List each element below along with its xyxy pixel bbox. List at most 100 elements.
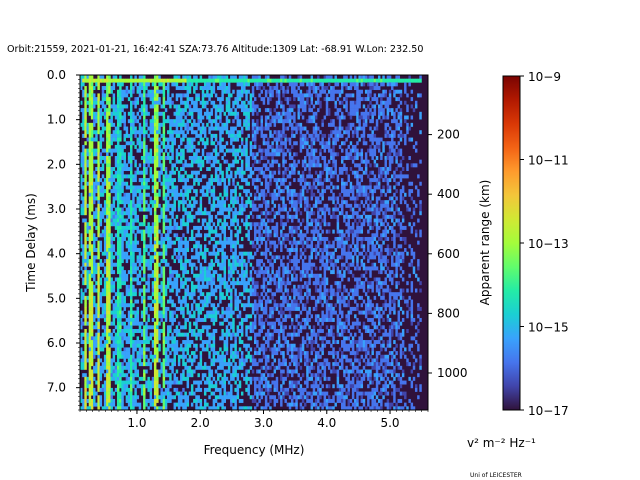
heatmap-cell — [158, 152, 161, 157]
heatmap-cell — [136, 273, 140, 278]
heatmap-cell — [377, 86, 381, 91]
heatmap-cell — [360, 152, 364, 157]
heatmap-cell — [119, 170, 122, 175]
heatmap-cell — [149, 97, 153, 102]
heatmap-cell — [310, 218, 314, 223]
heatmap-cell — [106, 189, 109, 194]
heatmap-cell — [93, 270, 96, 275]
heatmap-cell — [371, 262, 374, 267]
heatmap-cell — [401, 78, 405, 83]
heatmap-cell — [121, 240, 124, 245]
heatmap-cell — [401, 174, 405, 179]
heatmap-cell — [193, 159, 196, 164]
heatmap-cell — [354, 244, 357, 249]
heatmap-cell — [249, 211, 253, 216]
heatmap-cell — [397, 244, 401, 249]
heatmap-cell — [151, 100, 155, 105]
heatmap-cell — [143, 233, 146, 238]
heatmap-cell — [119, 259, 122, 264]
heatmap-cell — [116, 225, 120, 230]
heatmap-cell — [367, 255, 370, 260]
heatmap-cell — [304, 137, 307, 142]
heatmap-cell — [180, 248, 183, 252]
heatmap-cell — [106, 270, 109, 275]
heatmap-cell — [212, 104, 216, 109]
heatmap-cell — [245, 75, 248, 79]
heatmap-cell — [351, 192, 355, 197]
heatmap-cell — [201, 159, 205, 164]
heatmap-cell — [397, 111, 401, 116]
heatmap-cell — [84, 155, 87, 160]
heatmap-cell — [245, 82, 248, 87]
heatmap-cell — [262, 200, 266, 205]
heatmap-cell — [297, 122, 300, 127]
heatmap-cell — [410, 225, 414, 230]
heatmap-cell — [208, 86, 211, 91]
heatmap-cell — [371, 196, 374, 201]
heatmap-cell — [108, 262, 111, 267]
heatmap-cell — [417, 262, 420, 267]
heatmap-cell — [106, 236, 109, 241]
heatmap-cell — [125, 93, 129, 98]
heatmap-cell — [280, 144, 283, 149]
heatmap-cell — [114, 115, 118, 120]
heatmap-cell — [245, 148, 248, 153]
heatmap-cell — [182, 185, 185, 190]
heatmap-cell — [323, 141, 327, 146]
heatmap-cell — [273, 255, 277, 260]
heatmap-cell — [386, 82, 390, 87]
heatmap-cell — [206, 137, 209, 142]
heatmap-cell — [288, 192, 292, 197]
heatmap-cell — [401, 155, 405, 160]
heatmap-cell — [306, 244, 309, 249]
heatmap-cell — [121, 214, 124, 219]
heatmap-cell — [84, 163, 87, 168]
heatmap-cell — [321, 259, 324, 264]
heatmap-cell — [412, 200, 416, 205]
heatmap-cell — [341, 170, 344, 175]
heatmap-cell — [151, 178, 155, 183]
heatmap-cell — [171, 122, 174, 127]
heatmap-cell — [271, 115, 274, 120]
heatmap-cell — [164, 86, 168, 91]
heatmap-cell — [327, 170, 331, 175]
heatmap-cell — [136, 89, 140, 94]
heatmap-cell — [234, 115, 237, 120]
heatmap-cell — [162, 181, 166, 186]
heatmap-cell — [308, 255, 311, 260]
heatmap-cell — [408, 244, 411, 249]
heatmap-cell — [310, 133, 314, 138]
heatmap-cell — [167, 181, 170, 186]
heatmap-cell — [338, 78, 342, 83]
heatmap-cell — [86, 93, 89, 98]
heatmap-cell — [110, 233, 113, 238]
heatmap-cell — [212, 248, 216, 252]
heatmap-cell — [175, 236, 179, 241]
heatmap-cell — [162, 214, 166, 219]
heatmap-cell — [280, 229, 283, 234]
heatmap-cell — [267, 174, 270, 179]
heatmap-cell — [106, 82, 109, 87]
heatmap-cell — [225, 159, 229, 164]
heatmap-cell — [240, 200, 244, 205]
heatmap-cell — [277, 115, 281, 120]
heatmap-cell — [304, 207, 307, 212]
heatmap-cell — [201, 189, 205, 194]
heatmap-cell — [310, 75, 314, 79]
heatmap-cell — [406, 174, 409, 179]
heatmap-cell — [269, 259, 272, 264]
heatmap-cell — [310, 86, 314, 91]
heatmap-cell — [95, 111, 98, 116]
heatmap-cell — [114, 108, 118, 113]
heatmap-cell — [149, 159, 153, 164]
heatmap-cell — [219, 233, 222, 238]
heatmap-cell — [114, 78, 118, 83]
heatmap-cell — [297, 200, 300, 205]
heatmap-cell — [130, 170, 133, 175]
heatmap-cell — [304, 133, 307, 138]
heatmap-cell — [88, 178, 92, 183]
heatmap-cell — [195, 244, 198, 249]
heatmap-cell — [90, 137, 94, 142]
heatmap-cell — [188, 185, 192, 190]
heatmap-cell — [343, 248, 346, 252]
